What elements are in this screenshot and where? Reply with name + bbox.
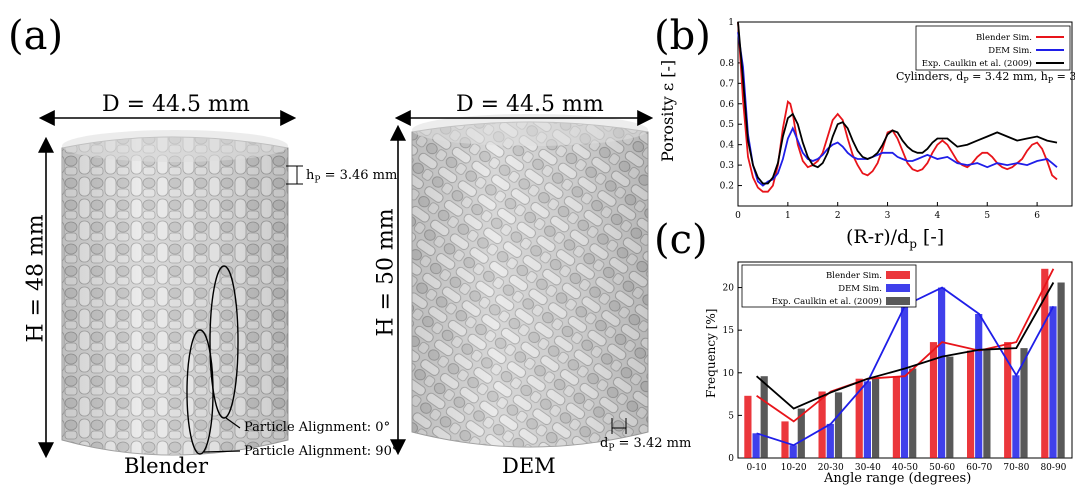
porosity-ytick-label: 0.7	[720, 79, 735, 89]
panel-c-label: (c)	[654, 217, 708, 263]
frequency-bar-0	[1041, 268, 1049, 458]
porosity-legend-label-1: DEM Sim.	[988, 46, 1032, 56]
alignment-0-marker	[209, 265, 239, 419]
frequency-bar-0	[781, 421, 789, 458]
frequency-category-label: 70-80	[1003, 463, 1029, 473]
frequency-bar-1	[1049, 306, 1057, 458]
blender-diameter-label: D = 44.5 mm	[102, 92, 250, 117]
frequency-bar-0	[818, 391, 826, 458]
alignment-0-label: Particle Alignment: 0°	[244, 420, 391, 435]
porosity-plot-area: 0 1 2 3 4 5 6 0.2 0.3 0.4 0.5 0.6 0.7 0.8 1 Blender Sim…	[720, 18, 1073, 221]
frequency-bar-1	[789, 445, 797, 458]
porosity-ytick-label: 0.3	[720, 161, 735, 171]
frequency-category-label: 10-20	[781, 463, 807, 473]
frequency-bar-2	[946, 356, 954, 458]
frequency-bar-1	[938, 287, 946, 458]
porosity-ytick-label: 0.6	[720, 100, 735, 110]
frequency-category-label: 60-70	[966, 463, 992, 473]
blender-packed-cylinder	[61, 130, 289, 456]
frequency-bar-0	[929, 342, 938, 458]
frequency-legend-swatch-1	[886, 284, 910, 292]
porosity-ytick-label: 0.2	[720, 182, 734, 192]
porosity-ytick-label: 0.8	[720, 59, 735, 69]
frequency-ytick-label: 20	[723, 284, 735, 294]
alignment-90-marker	[186, 329, 214, 455]
frequency-ytick-label: 10	[723, 369, 735, 379]
particle-height-label: hP = 3.46 mm	[306, 168, 398, 186]
frequency-legend-swatch-0	[886, 271, 910, 279]
frequency-bar-1	[1012, 375, 1020, 458]
porosity-xtick-label: 4	[935, 211, 941, 221]
frequency-plot-area: 0 5 10 15 20 0-10 10-20 20-30 30-40 40-50 50-60 60-…	[723, 261, 1073, 473]
frequency-ytick-label: 0	[728, 454, 734, 464]
porosity-series-line-2	[737, 21, 1058, 185]
frequency-bar-1	[752, 433, 760, 458]
frequency-category-label: 0-10	[746, 463, 766, 473]
porosity-annotation: Cylinders, dP = 3.42 mm, hP = 3.46 mm	[896, 70, 1075, 86]
frequency-bar-2	[1020, 348, 1028, 458]
frequency-xlabel: Angle range (degrees)	[824, 471, 972, 486]
alignment-90-label: Particle Alignment: 90°	[244, 444, 399, 459]
porosity-series-line-0	[737, 21, 1058, 193]
frequency-bar-0	[744, 395, 752, 458]
frequency-legend-label-0: Blender Sim.	[826, 271, 882, 281]
porosity-axes-frame	[737, 21, 1073, 207]
dem-diameter-label: D = 44.5 mm	[456, 92, 604, 117]
porosity-ylabel: Porosity ε [-]	[658, 59, 677, 162]
porosity-ytick-label: 1	[728, 18, 734, 28]
porosity-legend-label-2: Exp. Caulkin et al. (2009)	[922, 58, 1032, 69]
porosity-xtick-label: 5	[984, 211, 990, 221]
frequency-bar-0	[892, 376, 900, 458]
frequency-category-label: 30-40	[855, 463, 881, 473]
porosity-xtick-label: 2	[835, 211, 841, 221]
porosity-xtick-label: 0	[735, 211, 741, 221]
blender-caption: Blender	[124, 454, 209, 478]
porosity-ytick-label: 0.4	[720, 141, 735, 151]
porosity-xtick-label: 3	[885, 211, 891, 221]
frequency-legend-swatch-2	[886, 297, 910, 305]
frequency-trend-line-2	[756, 282, 1055, 410]
frequency-bar-1	[863, 381, 871, 458]
frequency-bar-1	[900, 305, 909, 458]
panel-a-label: (a)	[8, 13, 64, 59]
dem-caption: DEM	[502, 454, 556, 478]
frequency-bar-0	[1004, 342, 1012, 458]
frequency-bar-2	[797, 408, 805, 458]
frequency-bar-2	[1057, 282, 1065, 458]
particle-diameter-label: dP = 3.42 mm	[600, 436, 692, 454]
frequency-category-label: 80-90	[1040, 463, 1066, 473]
frequency-category-label: 50-60	[929, 463, 955, 473]
porosity-xlabel: (R-r)/dp [-]	[846, 226, 945, 251]
cylinder-illustrations	[38, 110, 654, 459]
frequency-ylabel: Frequency [%]	[704, 308, 718, 398]
frequency-legend-label-1: DEM Sim.	[838, 284, 882, 294]
porosity-xtick-label: 1	[785, 211, 791, 221]
frequency-bar-0	[855, 378, 863, 458]
frequency-category-label: 40-50	[892, 463, 918, 473]
porosity-ytick-label: 0.5	[720, 120, 735, 130]
dem-packed-cylinder	[411, 114, 649, 448]
frequency-bar-0	[967, 350, 975, 458]
frequency-bar-2	[909, 368, 917, 458]
frequency-ytick-label: 15	[723, 326, 735, 336]
frequency-ytick-label: 5	[728, 411, 734, 421]
frequency-bar-2	[983, 349, 991, 458]
frequency-category-label: 20-30	[818, 463, 844, 473]
porosity-legend-label-0: Blender Sim.	[976, 33, 1032, 43]
frequency-bar-2	[760, 376, 768, 458]
frequency-trend-line-0	[756, 268, 1055, 423]
porosity-xtick-label: 6	[1034, 211, 1040, 221]
panel-b-label: (b)	[654, 13, 711, 59]
frequency-bar-2	[872, 378, 880, 458]
frequency-bar-1	[826, 423, 834, 458]
frequency-bar-1	[975, 314, 983, 458]
frequency-legend-label-2: Exp. Caulkin et al. (2009)	[772, 296, 882, 307]
frequency-bar-2	[834, 392, 843, 458]
